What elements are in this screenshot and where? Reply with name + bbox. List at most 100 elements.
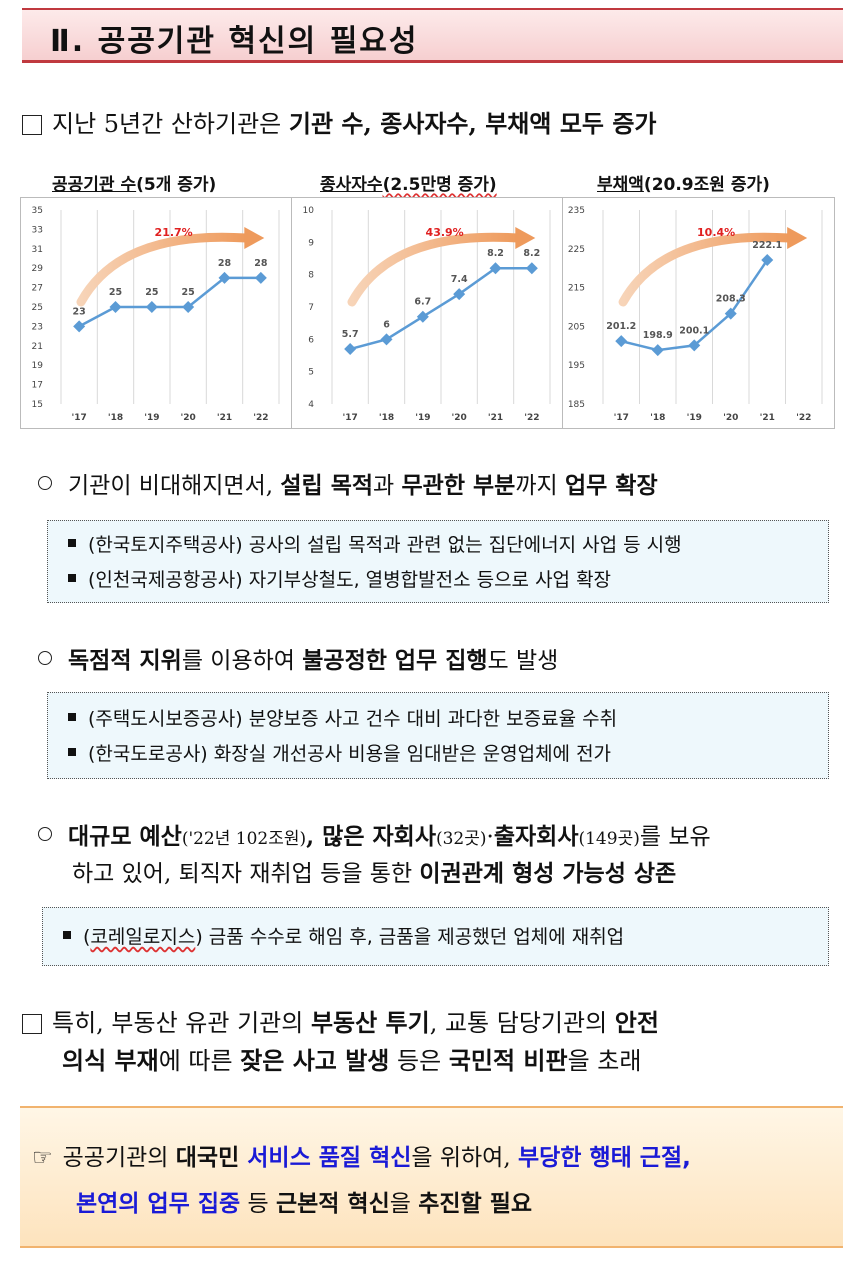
section-title-band: Ⅱ. 공공기관 혁신의 필요성 [22, 8, 843, 63]
y-tick-label: 7 [308, 303, 314, 313]
chart1-svg: 15 17 19 21 23 25 27 29 31 33 35 '17 '18 '19 '20 '21 '22… [32, 206, 280, 423]
y-tick-label: 9 [308, 238, 314, 248]
y-tick-label: 17 [32, 381, 43, 391]
x-tick-label: '17 [614, 413, 629, 423]
data-label: 25 [145, 287, 158, 298]
y-tick-label: 35 [32, 206, 43, 216]
x-tick-label: '19 [415, 413, 430, 423]
point3-text-line1: 대규모 예산('22년 102조원), 많은 자회사(32곳)·출자회사(149… [38, 817, 711, 851]
data-point [109, 301, 122, 313]
chart3-frame: 185 195 205 215 225 235 '17 '18 '19 '20 '21 '22 10.4… [562, 197, 835, 429]
trend-arrow-head [787, 227, 808, 249]
data-point [416, 310, 429, 323]
x-tick-label: '18 [108, 413, 123, 423]
y-tick-label: 4 [308, 400, 314, 410]
growth-annotation: 21.7% [155, 226, 193, 239]
section2-line1: 특히, 부동산 유관 기관의 부동산 투기, 교통 담당기관의 안전 [22, 1003, 659, 1038]
square-bullet-icon [68, 748, 76, 756]
y-tick-label: 19 [32, 361, 44, 371]
y-tick-label: 27 [32, 284, 43, 294]
data-label: 23 [73, 306, 86, 317]
point1-text: 기관이 비대해지면서, 설립 목적과 무관한 부분까지 업무 확장 [38, 466, 658, 500]
data-label: 7.4 [451, 274, 468, 285]
y-tick-label: 25 [32, 303, 43, 313]
section2-line2: 의식 부재에 따른 잦은 사고 발생 등은 국민적 비판을 초래 [62, 1046, 642, 1075]
y-tick-label: 23 [32, 322, 43, 332]
series-line [349, 266, 532, 351]
circle-bullet-icon [38, 827, 52, 841]
y-tick-label: 215 [568, 284, 585, 294]
conclusion-line1: ☞ 공공기관의 대국민 서비스 품질 혁신을 위하여, 부당한 행태 근절, [32, 1144, 691, 1171]
data-point [688, 339, 701, 352]
chart3-svg: 185 195 205 215 225 235 '17 '18 '19 '20 '21 '22 10.4… [568, 206, 823, 423]
x-tick-label: '19 [687, 413, 702, 423]
data-label: 208.3 [716, 294, 746, 305]
x-tick-label: '18 [650, 413, 665, 423]
data-point [453, 288, 466, 301]
data-label: 25 [109, 287, 122, 298]
x-tick-label: '20 [452, 413, 467, 423]
data-point [651, 344, 664, 357]
checkbox-square-icon [22, 1014, 42, 1034]
data-point [254, 271, 267, 284]
square-bullet-icon [68, 713, 76, 721]
y-tick-label: 205 [568, 322, 585, 332]
pointing-hand-icon: ☞ [32, 1145, 53, 1171]
y-tick-label: 29 [32, 264, 44, 274]
data-label: 8.2 [487, 248, 504, 259]
data-label: 200.1 [679, 325, 709, 336]
data-point [380, 333, 393, 346]
y-tick-label: 5 [308, 368, 314, 378]
data-point [73, 320, 86, 333]
y-tick-label: 33 [32, 225, 43, 235]
x-tick-label: '18 [379, 413, 394, 423]
conclusion-line2: 본연의 업무 집중 등 근본적 혁신을 추진할 필요 [76, 1190, 533, 1217]
data-point [615, 335, 628, 348]
chart1-title: 공공기관 수(5개 증가) [52, 175, 217, 195]
data-label: 25 [182, 287, 195, 298]
data-label: 198.9 [643, 330, 673, 341]
data-point [525, 262, 538, 275]
example-item: (코레일로지스) 금품 수수로 해임 후, 금품을 제공했던 업체에 재취업 [63, 922, 624, 949]
section-title: Ⅱ. 공공기관 혁신의 필요성 [50, 24, 419, 59]
square-bullet-icon [68, 574, 76, 582]
x-tick-label: '22 [524, 413, 539, 423]
series-line [78, 276, 261, 328]
x-tick-label: '17 [72, 413, 87, 423]
data-label: 5.7 [342, 329, 359, 340]
data-point [182, 301, 195, 313]
circle-bullet-icon [38, 651, 52, 665]
point1-example-box: (한국토지주택공사) 공사의 설립 목적과 관련 없는 집단에너지 사업 등 시… [47, 520, 829, 603]
point2-example-box: (주택도시보증공사) 분양보증 사고 건수 대비 과다한 보증료율 수취 (한국… [47, 692, 829, 779]
trend-arrow-head [515, 227, 536, 249]
x-tick-label: '20 [723, 413, 738, 423]
x-tick-label: '20 [181, 413, 196, 423]
x-tick-label: '17 [343, 413, 358, 423]
y-tick-label: 185 [568, 400, 585, 410]
point3-example-box: (코레일로지스) 금품 수수로 해임 후, 금품을 제공했던 업체에 재취업 [42, 907, 829, 966]
x-tick-label: '19 [144, 413, 159, 423]
square-bullet-icon [63, 931, 71, 939]
y-tick-label: 31 [32, 245, 43, 255]
y-tick-label: 10 [303, 206, 315, 216]
growth-annotation: 43.9% [426, 226, 464, 239]
data-label: 201.2 [606, 321, 636, 332]
example-item: (인천국제공항공사) 자기부상철도, 열병합발전소 등으로 사업 확장 [68, 565, 611, 592]
conclusion-box: ☞ 공공기관의 대국민 서비스 품질 혁신을 위하여, 부당한 행태 근절, 본연… [20, 1106, 843, 1248]
checkbox-square-icon [22, 115, 42, 135]
trend-arrow [347, 232, 522, 307]
data-point [145, 301, 158, 313]
y-tick-label: 235 [568, 206, 585, 216]
data-label: 6 [383, 319, 390, 330]
example-item: (한국도로공사) 화장실 개선공사 비용을 임대받은 운영업체에 전가 [68, 739, 611, 766]
data-point [489, 262, 502, 275]
point2-text: 독점적 지위를 이용하여 불공정한 업무 집행도 발생 [38, 641, 558, 675]
trend-arrow-head [244, 227, 265, 249]
example-item: (한국토지주택공사) 공사의 설립 목적과 관련 없는 집단에너지 사업 등 시… [68, 530, 682, 557]
x-tick-label: '22 [253, 413, 268, 423]
y-tick-label: 195 [568, 361, 585, 371]
trend-arrow [618, 232, 794, 307]
y-tick-label: 8 [308, 271, 314, 281]
data-point [218, 271, 231, 284]
x-tick-label: '21 [760, 413, 775, 423]
